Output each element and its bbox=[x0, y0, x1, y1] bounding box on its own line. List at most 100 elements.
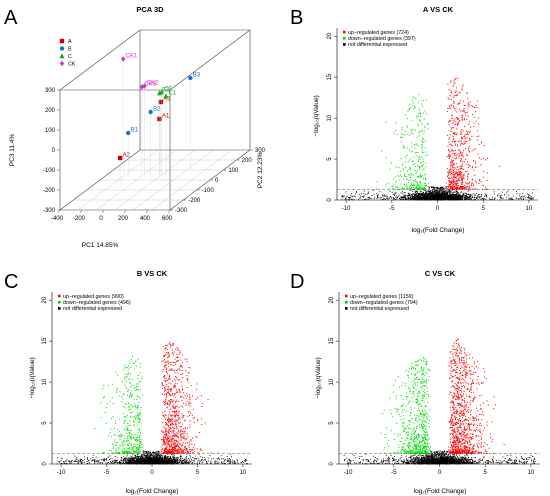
volcano-point-ns bbox=[418, 198, 420, 200]
volcano-point-ns bbox=[470, 195, 472, 197]
volcano-point-ns bbox=[432, 187, 433, 189]
volcano-point-down bbox=[410, 185, 412, 187]
volcano-point-ns bbox=[411, 199, 413, 200]
volcano-point-ns bbox=[453, 193, 455, 195]
volcano-point-up bbox=[460, 153, 462, 155]
volcano-point-ns bbox=[485, 193, 487, 195]
volcano-point-ns bbox=[511, 197, 513, 199]
volcano-point-ns bbox=[442, 193, 444, 194]
volcano-point-ns bbox=[430, 192, 432, 194]
volcano-point-ns bbox=[452, 193, 454, 195]
pca-legend-marker-c bbox=[59, 53, 65, 59]
volcano-point-up bbox=[450, 181, 452, 183]
volcano-point-up bbox=[460, 167, 462, 169]
volcano-point-ns bbox=[412, 191, 414, 192]
volcano-point-down bbox=[422, 140, 424, 142]
volcano-point-up bbox=[456, 157, 458, 159]
volcano-point-down bbox=[395, 130, 397, 132]
pca-x-tick-mark bbox=[79, 209, 83, 214]
volcano-point-ns bbox=[507, 190, 509, 192]
volcano-point-ns bbox=[175, 457, 177, 459]
volcano-point-up bbox=[461, 89, 463, 91]
volcano-point-ns bbox=[429, 194, 431, 196]
volcano-point-down bbox=[386, 182, 388, 184]
volcano-point-up bbox=[464, 119, 466, 121]
volcano-point-ns bbox=[179, 463, 181, 465]
volcano-point-ns bbox=[186, 456, 188, 458]
volcano-point-down bbox=[406, 125, 408, 127]
volcano-point-ns bbox=[426, 199, 428, 201]
volcano-point-down bbox=[413, 97, 415, 99]
volcano-point-up bbox=[460, 155, 462, 157]
volcano-point-ns bbox=[181, 460, 183, 462]
volcano-point-ns bbox=[94, 458, 96, 460]
volcano-point-up bbox=[452, 159, 454, 161]
volcano-point-up bbox=[460, 188, 462, 190]
volcano-point-up bbox=[468, 121, 470, 123]
volcano-point-ns bbox=[180, 461, 182, 463]
volcano-point-down bbox=[406, 170, 408, 172]
volcano-point-ns bbox=[420, 197, 421, 199]
volcano-point-ns bbox=[455, 192, 457, 194]
volcano-point-up bbox=[454, 182, 456, 184]
volcano-point-up bbox=[467, 98, 469, 100]
volcano-point-up bbox=[450, 165, 452, 167]
volcano-point-ns bbox=[425, 190, 426, 192]
volcano-point-ns bbox=[145, 451, 147, 453]
volcano-point-ns bbox=[428, 192, 430, 194]
volcano-point-ns bbox=[510, 197, 511, 199]
pca-legend-marker-a bbox=[59, 38, 65, 44]
volcano-point-down bbox=[418, 165, 420, 167]
volcano-point-ns bbox=[109, 463, 111, 464]
volcano-point-up bbox=[452, 160, 454, 162]
volcano-point-ns bbox=[435, 191, 437, 193]
volcano-point-ns bbox=[444, 194, 446, 196]
volcano-point-ns bbox=[419, 194, 421, 196]
volcano-point-ns bbox=[448, 189, 450, 191]
volcano-point-ns bbox=[392, 198, 394, 200]
volcano-point-ns bbox=[454, 196, 456, 198]
volcano-point-ns bbox=[457, 196, 459, 197]
volcano-point-ns bbox=[460, 199, 462, 201]
volcano-point-up bbox=[464, 138, 466, 140]
volcano-point-ns bbox=[146, 463, 148, 465]
volcano-point-up bbox=[462, 130, 464, 132]
volcano-point-down bbox=[405, 156, 407, 158]
volcano-point-ns bbox=[167, 455, 169, 457]
volcano-point-down bbox=[420, 188, 422, 190]
volcano-point-ns bbox=[417, 196, 419, 198]
volcano-point-ns bbox=[443, 198, 445, 200]
volcano-point-ns bbox=[246, 463, 248, 465]
volcano-point-ns bbox=[446, 194, 448, 196]
volcano-point-ns bbox=[189, 454, 191, 456]
volcano-point-ns bbox=[500, 197, 502, 199]
volcano-point-ns bbox=[244, 460, 246, 462]
volcano-point-ns bbox=[201, 461, 203, 463]
volcano-point-up bbox=[483, 176, 485, 178]
volcano-point-up bbox=[477, 123, 479, 125]
volcano-point-ns bbox=[434, 196, 436, 198]
volcano-point-up bbox=[463, 141, 465, 143]
volcano-point-up bbox=[466, 140, 468, 142]
volcano-point-ns bbox=[150, 458, 152, 460]
volcano-point-ns bbox=[456, 196, 458, 198]
volcano-point-up bbox=[453, 181, 455, 183]
pca-z-tick-label: -300 bbox=[43, 208, 56, 214]
volcano-point-up bbox=[468, 104, 470, 106]
volcano-point-ns bbox=[142, 454, 143, 456]
volcano-point-ns bbox=[434, 195, 435, 197]
volcano-point-ns bbox=[449, 195, 451, 197]
volcano-point-ns bbox=[342, 196, 344, 198]
volcano-point-down bbox=[416, 184, 418, 186]
volcano-point-down bbox=[404, 161, 406, 163]
volcano-point-up bbox=[460, 140, 462, 142]
pca-x-tick-mark bbox=[145, 209, 149, 214]
volcano-point-ns bbox=[430, 196, 432, 198]
volcano-point-ns bbox=[61, 457, 63, 459]
volcano-point-down bbox=[411, 185, 413, 187]
volcano-point-up bbox=[456, 153, 458, 155]
volcano-point-ns bbox=[177, 460, 179, 462]
volcano-point-ns bbox=[444, 196, 446, 198]
volcano-point-up bbox=[455, 177, 457, 179]
volcano-point-ns bbox=[146, 456, 148, 458]
